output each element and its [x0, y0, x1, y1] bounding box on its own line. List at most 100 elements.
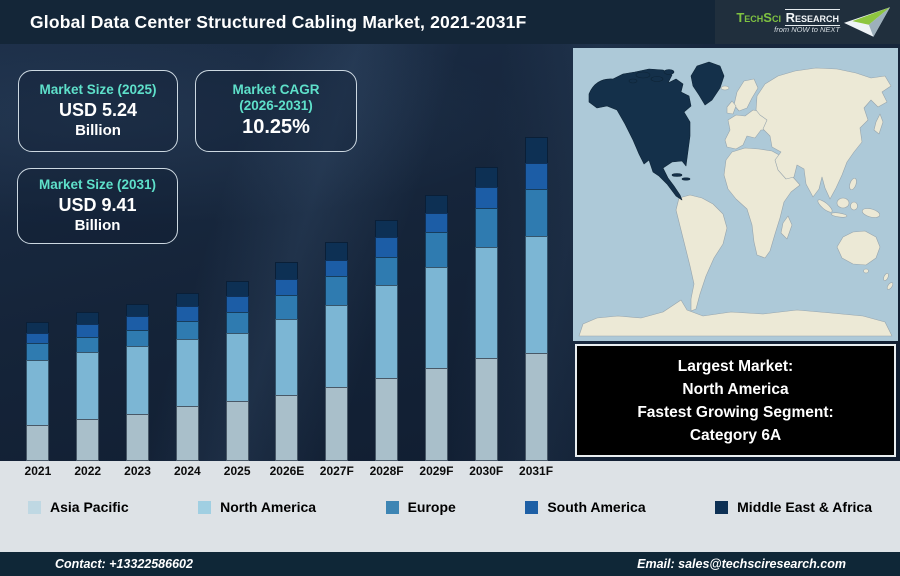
- bar-segment-middle-east-africa: [275, 262, 299, 280]
- bar-segment-south-america: [126, 316, 150, 330]
- world-map: [573, 48, 898, 341]
- bar-segment-middle-east-africa: [375, 219, 399, 238]
- legend-swatch-icon: [715, 500, 729, 514]
- largest-market-label: Largest Market:: [677, 357, 794, 375]
- market-size-2031-unit: Billion: [74, 217, 121, 234]
- bar-segment-middle-east-africa: [424, 195, 448, 214]
- market-size-2031-box: Market Size (2031) USD 9.41 Billion: [17, 168, 178, 244]
- bar-column-2022: [63, 44, 113, 461]
- bar-segment-middle-east-africa: [126, 304, 150, 317]
- stacked-bar-2024: [175, 293, 199, 461]
- x-axis-label-2030F: 2030F: [469, 464, 504, 478]
- bar-segment-south-america: [26, 332, 50, 344]
- legend-item-north-america: North America: [198, 499, 316, 515]
- market-cagr-subtitle: (2026-2031): [239, 98, 313, 113]
- market-size-2031-title: Market Size (2031): [38, 177, 157, 192]
- bar-segment-asia-pacific: [126, 413, 150, 461]
- x-axis-label-2028F: 2028F: [369, 464, 404, 478]
- bar-segment-europe: [375, 256, 399, 286]
- bar-segment-north-america: [375, 285, 399, 378]
- legend-item-middle-east-africa: Middle East & Africa: [715, 499, 872, 515]
- bar-segment-europe: [26, 343, 50, 360]
- x-axis-label-2031F: 2031F: [519, 464, 554, 478]
- logo-text-block: TechSci Research from NOW to NEXT: [736, 8, 840, 34]
- bar-segment-asia-pacific: [225, 400, 249, 461]
- bar-segment-middle-east-africa: [225, 280, 249, 296]
- bar-segment-asia-pacific: [325, 387, 349, 461]
- bar-segment-europe: [325, 275, 349, 306]
- bar-column-2028F: [362, 44, 412, 461]
- page-title: Global Data Center Structured Cabling Ma…: [30, 12, 527, 32]
- legend-item-south-america: South America: [525, 499, 646, 515]
- market-size-2031-value: USD 9.41: [58, 195, 137, 215]
- bar-segment-south-america: [225, 295, 249, 312]
- bar-segment-north-america: [474, 247, 498, 358]
- axis-and-legend-strip: 2021 2022 2023 2024 2025 2026E 2027F 2028F 2029F…: [0, 461, 900, 552]
- bar-segment-north-america: [225, 333, 249, 401]
- bar-segment-north-america: [126, 346, 150, 414]
- bar-segment-south-america: [375, 237, 399, 257]
- bar-segment-south-america: [76, 324, 100, 337]
- bar-segment-north-america: [76, 351, 100, 419]
- bar-segment-middle-east-africa: [175, 293, 199, 306]
- stacked-bar-2021: [26, 321, 50, 461]
- market-size-2025-value: USD 5.24: [58, 100, 138, 120]
- legend-swatch-icon: [525, 500, 539, 514]
- stacked-bar-2029F: [424, 195, 448, 461]
- market-cagr-title: Market CAGR: [232, 82, 320, 97]
- techsci-logo: TechSci Research from NOW to NEXT: [715, 0, 900, 44]
- market-cagr-value: 10.25%: [242, 116, 310, 138]
- legend-label: Middle East & Africa: [737, 499, 872, 515]
- market-cagr-box: Market CAGR (2026-2031) 10.25%: [195, 70, 357, 152]
- bar-segment-middle-east-africa: [325, 242, 349, 261]
- market-size-2025-unit: Billion: [75, 122, 121, 139]
- x-axis-label-2026E: 2026E: [269, 464, 305, 478]
- bar-segment-asia-pacific: [424, 367, 448, 461]
- bar-segment-europe: [175, 320, 199, 339]
- logo-tagline: from NOW to NEXT: [774, 24, 840, 34]
- stacked-bar-2026E: [275, 262, 299, 461]
- stacked-bar-2025: [225, 280, 249, 461]
- bar-segment-south-america: [424, 213, 448, 232]
- bar-segment-asia-pacific: [26, 424, 50, 461]
- bar-segment-europe: [76, 336, 100, 352]
- legend-label: North America: [220, 499, 317, 515]
- stacked-bar-2028F: [375, 219, 399, 461]
- x-axis-label-2021: 2021: [24, 464, 52, 478]
- market-size-2025-box: Market Size (2025) USD 5.24 Billion: [18, 70, 178, 152]
- bar-segment-asia-pacific: [474, 357, 498, 461]
- bar-segment-asia-pacific: [375, 377, 399, 461]
- bar-segment-south-america: [275, 279, 299, 296]
- bar-column-2031F: [511, 44, 561, 461]
- footer-email: Email: sales@techsciresearch.com: [637, 557, 846, 571]
- largest-market-value: North America: [682, 380, 789, 398]
- bar-column-2023: [113, 44, 163, 461]
- bar-segment-middle-east-africa: [524, 137, 548, 163]
- bar-segment-south-america: [325, 260, 349, 276]
- legend-swatch-icon: [385, 500, 399, 514]
- chart-legend: Asia Pacific North America Europe South Ame…: [0, 499, 900, 515]
- bar-segment-south-america: [175, 305, 199, 321]
- stacked-bar-2030F: [474, 167, 498, 461]
- fastest-segment-value: Category 6A: [689, 426, 782, 444]
- bar-segment-europe: [474, 208, 498, 248]
- x-axis-label-2027F: 2027F: [319, 464, 354, 478]
- legend-label: South America: [547, 499, 646, 515]
- bar-column-2027F: [312, 44, 362, 461]
- header-bar: Global Data Center Structured Cabling Ma…: [0, 0, 900, 44]
- bar-column-2025: [212, 44, 262, 461]
- bar-segment-middle-east-africa: [474, 167, 498, 188]
- map-landmasses: [578, 67, 894, 337]
- stacked-bar-2023: [126, 304, 150, 461]
- legend-label: Europe: [407, 499, 456, 515]
- stacked-bar-2027F: [325, 242, 349, 461]
- bar-segment-europe: [424, 231, 448, 267]
- bar-segment-europe: [126, 329, 150, 347]
- x-axis-label-2022: 2022: [74, 464, 102, 478]
- x-axis-labels: 2021 2022 2023 2024 2025 2026E 2027F 2028F 2029F…: [13, 464, 561, 478]
- bar-segment-middle-east-africa: [26, 321, 50, 333]
- bar-column-2024: [162, 44, 212, 461]
- bar-column-2030F: [461, 44, 511, 461]
- stacked-bar-2031F: [524, 137, 548, 461]
